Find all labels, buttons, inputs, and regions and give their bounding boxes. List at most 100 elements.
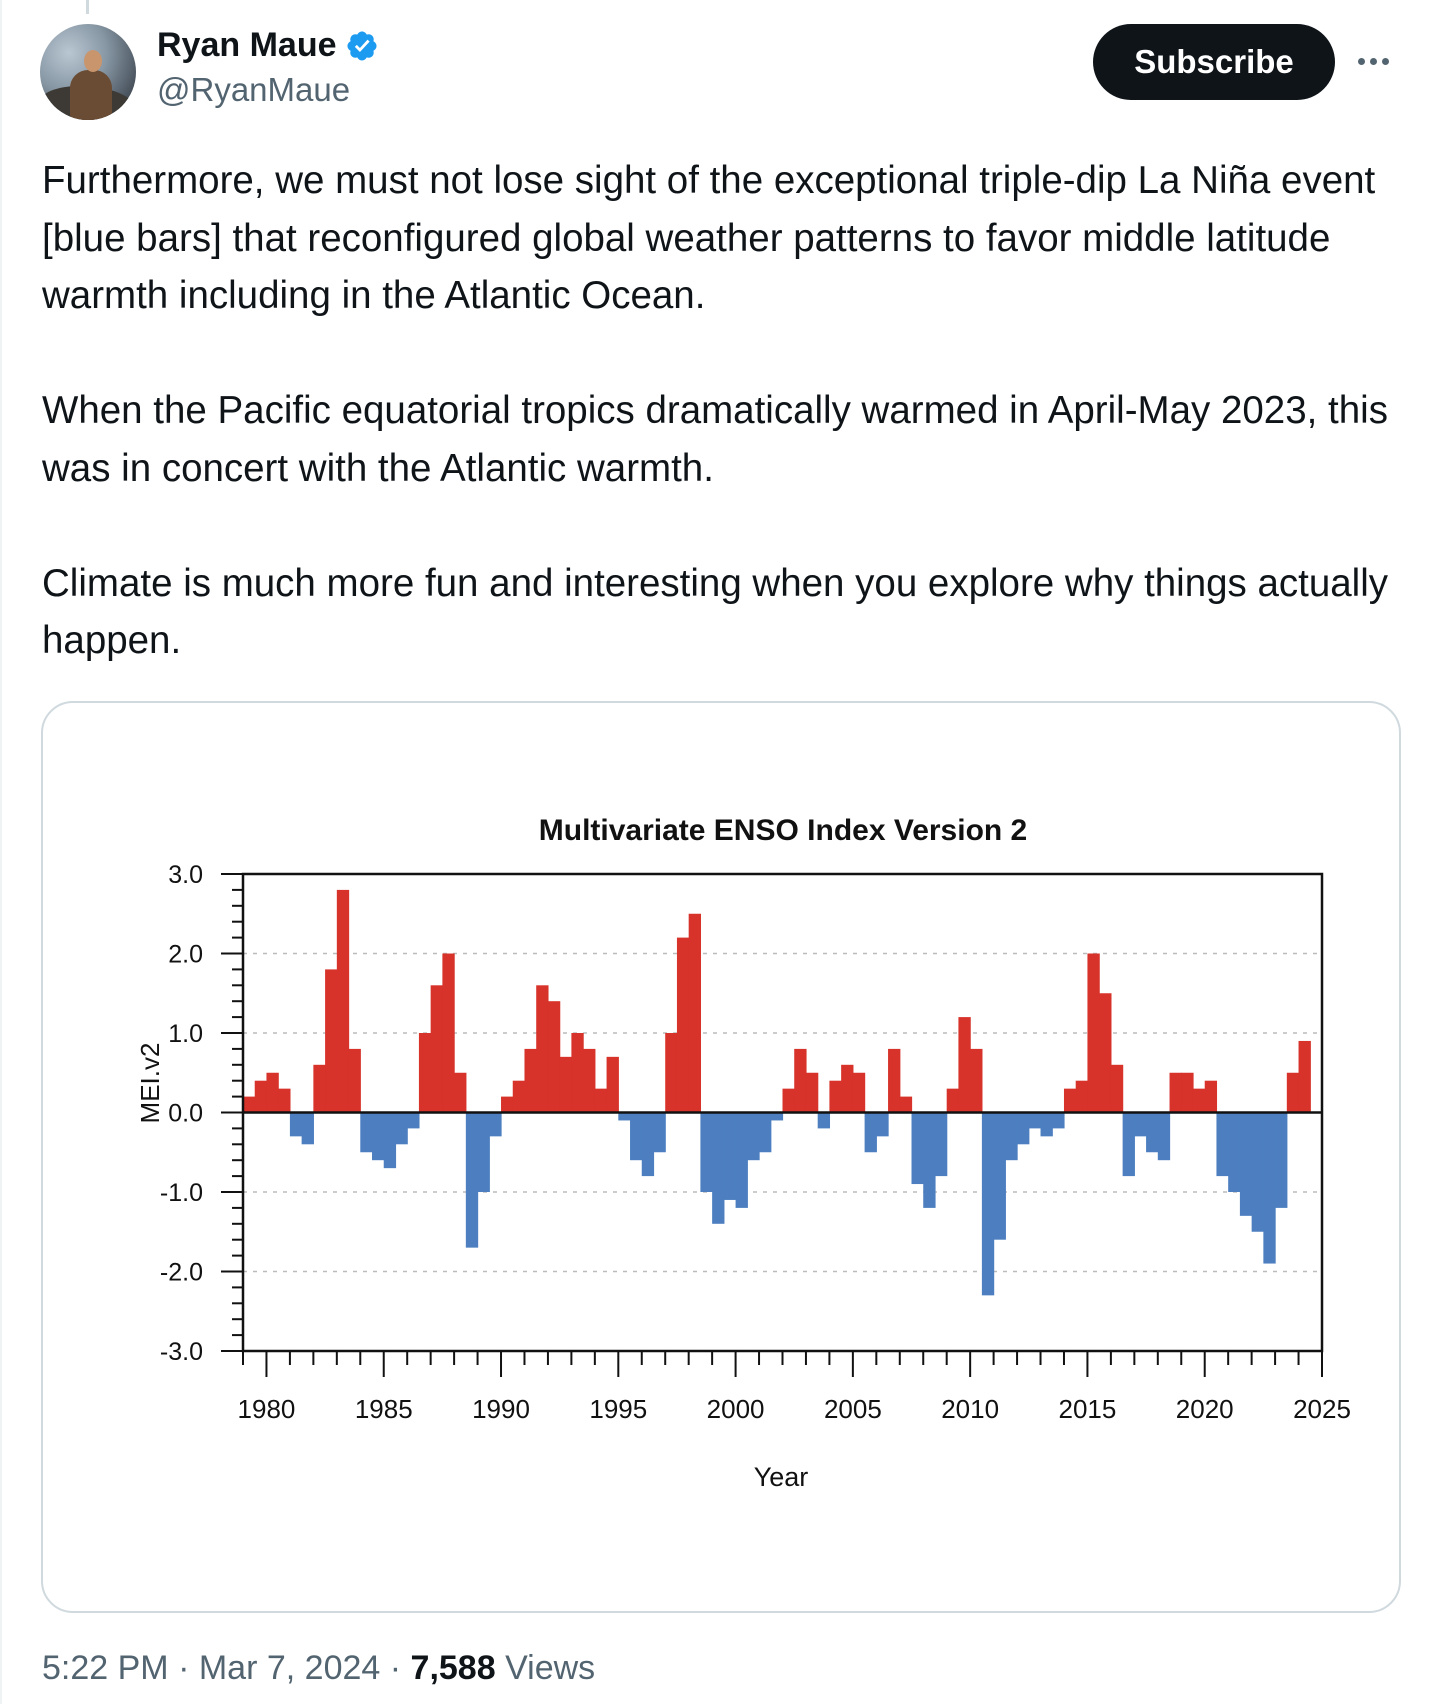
positive-bar xyxy=(841,1064,854,1113)
positive-bar xyxy=(1169,1072,1182,1113)
negative-bar xyxy=(1228,1112,1241,1192)
tweet-date[interactable]: Mar 7, 2024 xyxy=(198,1649,381,1687)
positive-bar xyxy=(1099,993,1112,1113)
negative-bar xyxy=(712,1112,725,1224)
more-options-icon[interactable] xyxy=(1358,46,1398,76)
positive-bar xyxy=(958,1017,971,1113)
positive-bar xyxy=(594,1088,608,1113)
negative-bar xyxy=(289,1112,303,1137)
negative-bar xyxy=(981,1112,995,1296)
negative-bar xyxy=(1052,1112,1065,1129)
positive-bar xyxy=(1181,1072,1194,1113)
positive-bar xyxy=(1110,1064,1124,1113)
avatar-head xyxy=(84,50,102,72)
positive-bar xyxy=(1075,1080,1089,1113)
negative-bar xyxy=(735,1112,748,1208)
negative-bar xyxy=(641,1112,655,1177)
tweet-paragraph-3: Climate is much more fun and interesting… xyxy=(42,561,1389,663)
negative-bar xyxy=(934,1112,948,1177)
negative-bar xyxy=(360,1112,373,1153)
y-tick-label: 1.0 xyxy=(168,1020,203,1048)
y-tick-label: -2.0 xyxy=(160,1259,203,1287)
positive-bar xyxy=(970,1048,983,1113)
more-dot xyxy=(1358,57,1365,65)
positive-bar xyxy=(794,1048,807,1113)
media-attachment[interactable]: Multivariate ENSO Index Version 2 MEI.v2… xyxy=(41,701,1401,1613)
negative-bar xyxy=(993,1112,1006,1240)
negative-bar xyxy=(1275,1112,1288,1208)
negative-bar xyxy=(1005,1112,1018,1161)
negative-bar xyxy=(1239,1112,1253,1216)
positive-bar xyxy=(606,1056,619,1113)
negative-bar xyxy=(618,1112,631,1121)
chart-axes: -3.0 -2.0 -1.0 0.0 1.0 2.0 3.0 1980 1985 1990 1995… xyxy=(160,861,1351,1424)
negative-bar xyxy=(489,1112,502,1137)
author-handle[interactable]: @RyanMaue xyxy=(157,71,351,108)
positive-bar xyxy=(665,1033,678,1113)
x-tick-label: 1990 xyxy=(472,1394,530,1424)
positive-bar xyxy=(325,969,338,1113)
positive-bar xyxy=(1087,953,1100,1113)
positive-bar xyxy=(571,1033,584,1113)
negative-bar xyxy=(923,1112,936,1208)
negative-bar xyxy=(395,1112,408,1145)
x-tick-label: 2005 xyxy=(824,1394,882,1424)
tweet-time[interactable]: 5:22 PM xyxy=(42,1649,169,1687)
negative-bar xyxy=(477,1112,490,1192)
negative-bar xyxy=(372,1112,385,1161)
chart-title: Multivariate ENSO Index Version 2 xyxy=(539,814,1028,847)
negative-bar xyxy=(1146,1112,1159,1153)
enso-chart: Multivariate ENSO Index Version 2 MEI.v2… xyxy=(135,814,1351,1492)
author-name[interactable]: Ryan Maue xyxy=(157,26,337,64)
x-tick-label: 2000 xyxy=(707,1394,765,1424)
x-tick-label: 1995 xyxy=(589,1394,647,1424)
tweet-meta: 5:22 PM · Mar 7, 2024 · 7,588 Views xyxy=(42,1649,595,1688)
negative-bar xyxy=(747,1112,760,1161)
positive-bar xyxy=(418,1033,432,1113)
negative-bar xyxy=(876,1112,889,1137)
positive-bar xyxy=(852,1072,866,1113)
negative-bar xyxy=(1157,1112,1171,1161)
y-tick-label: 3.0 xyxy=(168,861,203,889)
more-dot xyxy=(1370,57,1377,65)
tweet-paragraph-2: When the Pacific equatorial tropics dram… xyxy=(42,389,1388,490)
positive-bar xyxy=(243,1096,256,1113)
positive-bar xyxy=(805,1072,819,1113)
negative-bar xyxy=(817,1112,831,1129)
verified-badge-icon xyxy=(346,30,377,61)
chart-xlabel: Year xyxy=(754,1462,809,1492)
positive-bar xyxy=(946,1088,960,1113)
x-tick-label: 2015 xyxy=(1059,1394,1117,1424)
positive-bar xyxy=(454,1072,467,1113)
negative-bar xyxy=(1017,1112,1030,1145)
positive-bar xyxy=(524,1048,537,1113)
negative-bar xyxy=(1263,1112,1276,1264)
more-dot xyxy=(1382,57,1389,65)
author-name-row: Ryan Maue xyxy=(157,26,379,65)
positive-bar xyxy=(512,1080,526,1113)
negative-bar xyxy=(911,1112,924,1185)
meta-separator: · xyxy=(178,1649,190,1687)
positive-bar xyxy=(278,1088,291,1113)
negative-bar xyxy=(770,1112,784,1121)
x-tick-label: 1980 xyxy=(238,1394,296,1424)
positive-bar xyxy=(266,1072,279,1113)
tweet-paragraph-1: Furthermore, we must not lose sight of t… xyxy=(42,159,1376,317)
y-tick-label: -3.0 xyxy=(160,1338,203,1366)
negative-bar xyxy=(700,1112,713,1192)
positive-bar xyxy=(501,1096,514,1113)
negative-bar xyxy=(1040,1112,1053,1137)
negative-bar xyxy=(723,1112,737,1200)
negative-bar xyxy=(653,1112,666,1153)
y-tick-label: 0.0 xyxy=(168,1100,203,1128)
x-tick-label: 2020 xyxy=(1176,1394,1234,1424)
negative-bar xyxy=(465,1112,479,1248)
views-label: Views xyxy=(505,1649,596,1687)
negative-bar xyxy=(383,1112,397,1169)
meta-separator: · xyxy=(389,1649,402,1687)
positive-bar xyxy=(1298,1040,1311,1113)
x-tick-label: 2010 xyxy=(941,1394,999,1424)
avatar[interactable] xyxy=(40,24,136,120)
subscribe-button[interactable]: Subscribe xyxy=(1093,24,1335,100)
positive-bar xyxy=(547,1001,561,1113)
